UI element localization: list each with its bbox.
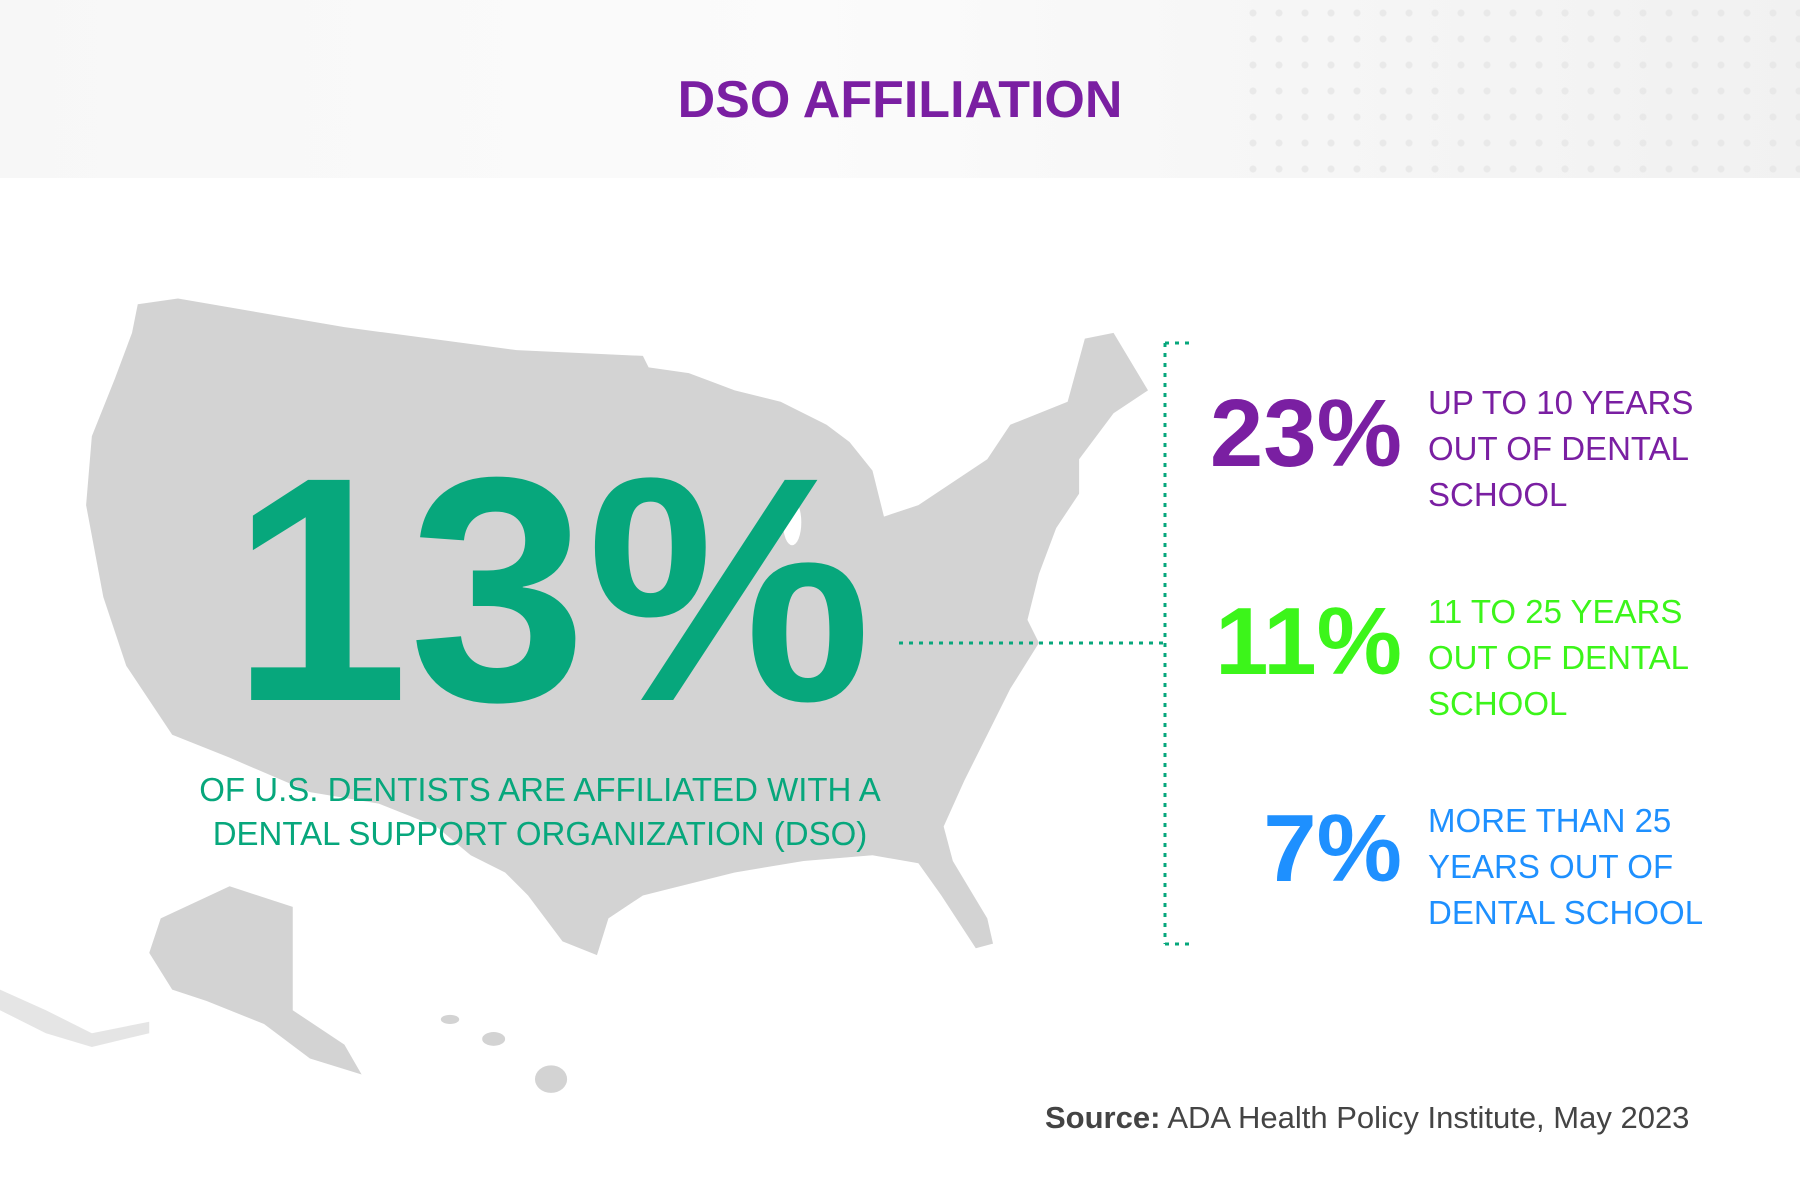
desc-line: UP TO 10 YEARS: [1428, 384, 1694, 421]
stat-desc-7: MORE THAN 25 YEARS OUT OF DENTAL SCHOOL: [1428, 798, 1703, 936]
alaska-shape: [149, 886, 362, 1075]
headline-caption: OF U.S. DENTISTS ARE AFFILIATED WITH A D…: [110, 768, 970, 856]
desc-line: DENTAL SCHOOL: [1428, 894, 1704, 931]
source-note: Source: ADA Health Policy Institute, May…: [1045, 1100, 1689, 1136]
desc-line: MORE THAN 25: [1428, 802, 1672, 839]
source-text: ADA Health Policy Institute, May 2023: [1160, 1100, 1690, 1135]
desc-line: SCHOOL: [1428, 685, 1568, 722]
desc-line: OUT OF DENTAL: [1428, 430, 1689, 467]
header-band: [0, 0, 1800, 178]
dot-pattern: [1240, 0, 1800, 178]
stat-value-23: 23%: [1209, 380, 1402, 487]
stat-desc-23: UP TO 10 YEARS OUT OF DENTAL SCHOOL: [1428, 380, 1693, 518]
contiguous-us-shape: [86, 298, 1149, 956]
desc-line: YEARS OUT OF: [1428, 848, 1674, 885]
desc-line: 11 TO 25 YEARS: [1428, 593, 1683, 630]
desc-line: SCHOOL: [1428, 476, 1568, 513]
connector-bracket: [899, 341, 1194, 946]
source-label: Source:: [1045, 1100, 1161, 1135]
stat-desc-11: 11 TO 25 YEARS OUT OF DENTAL SCHOOL: [1428, 589, 1689, 727]
headline-percent: 13%: [231, 410, 872, 768]
desc-line: OUT OF DENTAL: [1428, 639, 1689, 676]
stat-value-11: 11%: [1215, 588, 1402, 695]
page-title: DSO AFFILIATION: [677, 71, 1123, 129]
caption-line: OF U.S. DENTISTS ARE AFFILIATED WITH A: [199, 771, 881, 808]
stat-value-7: 7%: [1263, 795, 1402, 902]
caption-line: DENTAL SUPPORT ORGANIZATION (DSO): [212, 815, 868, 852]
